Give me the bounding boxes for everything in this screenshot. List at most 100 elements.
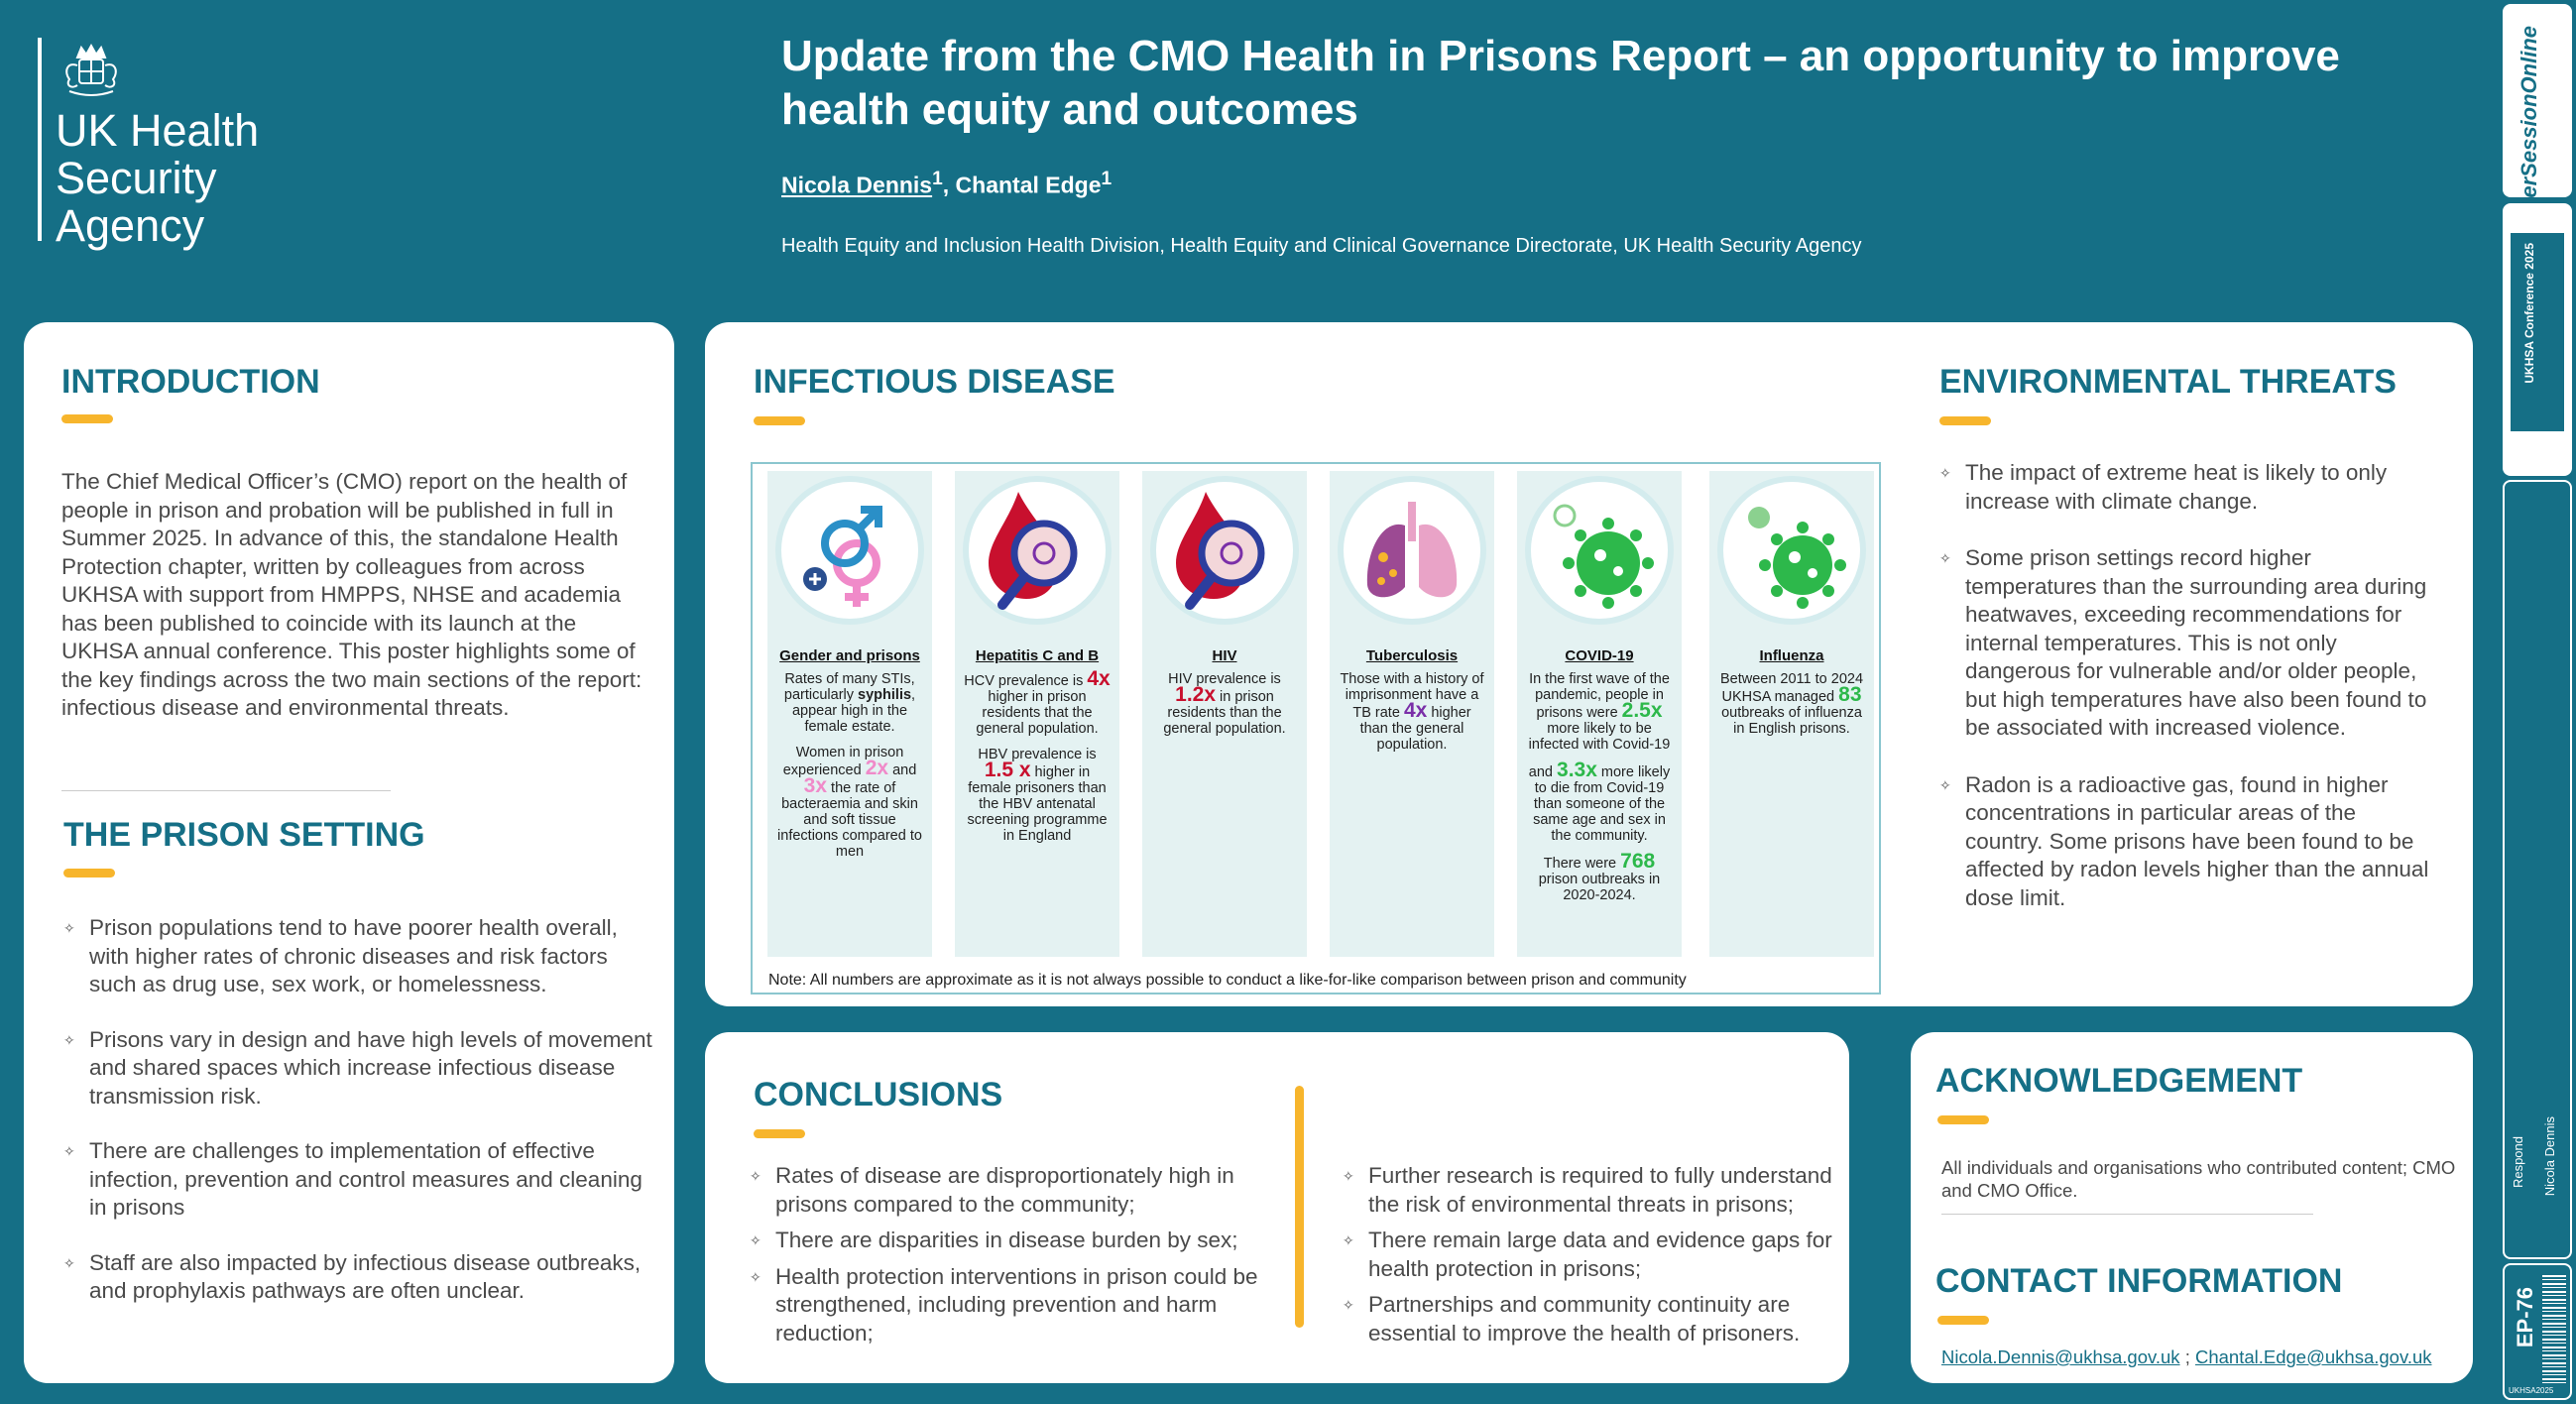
- stat-value: 1.2x: [1175, 683, 1217, 706]
- list-item: Staff are also impacted by infectious di…: [63, 1249, 658, 1306]
- poster-code: EP-76: [2513, 1287, 2537, 1348]
- icon-circle: [1717, 476, 1866, 625]
- ukhsa-logo-text: UK Health Security Agency: [56, 107, 259, 250]
- text-span: higher than the general population.: [1359, 705, 1471, 753]
- heading-underline: [1937, 1115, 1989, 1124]
- text-span: HBV prevalence is: [978, 747, 1097, 762]
- text-span: more likely to die from Covid-19 than so…: [1533, 764, 1671, 844]
- coronavirus-icon: [1553, 504, 1654, 609]
- text-span: HCV prevalence is: [964, 673, 1088, 689]
- text-span: and: [1528, 764, 1558, 780]
- heading-underline: [1937, 1316, 1989, 1325]
- highlight-text: syphilis: [858, 687, 912, 703]
- stat-value: 1.5 x: [984, 759, 1031, 781]
- card-hiv: HIV HIV prevalence is 1.2x in prison res…: [1142, 471, 1307, 957]
- card-influenza: Influenza Between 2011 to 2024 UKHSA man…: [1709, 471, 1874, 957]
- card-text: and 3.3x more likely to die from Covid-1…: [1525, 759, 1674, 844]
- card-title: HIV: [1212, 647, 1237, 664]
- card-body: Those with a history of imprisonment hav…: [1338, 671, 1486, 762]
- card-text: HBV prevalence is 1.5 x higher in female…: [963, 747, 1112, 844]
- acknowledgement-text: All individuals and organisations who co…: [1941, 1157, 2456, 1201]
- influenza-virus-icon: [1748, 507, 1846, 609]
- text-span: Between 2011 to 2024 UKHSA managed: [1719, 671, 1864, 705]
- conference-thumbnail[interactable]: UKHSA Conference 2025: [2503, 203, 2572, 476]
- list-item: Prison populations tend to have poorer h…: [63, 914, 658, 999]
- environmental-threats-heading: ENVIRONMENTAL THREATS: [1939, 363, 2397, 401]
- heading-underline: [63, 869, 115, 878]
- list-item: Radon is a radioactive gas, found in hig…: [1939, 771, 2435, 913]
- author-line: Nicola Dennis1, Chantal Edge1: [781, 169, 1112, 199]
- card-text: HCV prevalence is 4x higher in prison re…: [963, 668, 1112, 737]
- text-span: In the first wave of the pandemic, peopl…: [1529, 671, 1670, 721]
- poster-session-logo[interactable]: PosterSessionOnline: [2503, 4, 2572, 245]
- logo-line: UK Health: [56, 105, 260, 156]
- section-divider: [61, 790, 391, 791]
- contact-heading: CONTACT INFORMATION: [1935, 1262, 2343, 1300]
- prison-setting-heading: THE PRISON SETTING: [63, 816, 425, 854]
- poster-title: Update from the CMO Health in Prisons Re…: [781, 32, 2340, 134]
- text-span: and: [888, 762, 917, 778]
- respond-label[interactable]: Respond: [2511, 1136, 2525, 1189]
- stat-value: 768: [1620, 850, 1656, 873]
- list-item: There are challenges to implementation o…: [63, 1137, 658, 1223]
- card-text: HIV prevalence is 1.2x in prison residen…: [1150, 671, 1299, 737]
- stat-value: 2x: [865, 757, 889, 779]
- card-hepatitis: Hepatitis C and B HCV prevalence is 4x h…: [955, 471, 1119, 957]
- blood-drop-virus-magnifier-icon: [989, 492, 1078, 610]
- stat-value: 83: [1838, 683, 1862, 706]
- acknowledgement-panel: [1911, 1032, 2473, 1383]
- affil-sup: 1: [932, 169, 943, 189]
- conference-label: UKHSA Conference 2025: [2522, 243, 2536, 384]
- text-span: HIV prevalence is: [1168, 671, 1281, 687]
- stat-value: 2.5x: [1621, 699, 1663, 722]
- text-span: , appear high in the female estate.: [791, 687, 916, 735]
- card-body: Between 2011 to 2024 UKHSA managed 83 ou…: [1717, 671, 1866, 747]
- card-text: Those with a history of imprisonment hav…: [1338, 671, 1486, 753]
- text-span: more likely to be infected with Covid-19: [1528, 721, 1671, 753]
- introduction-text: The Chief Medical Officer’s (CMO) report…: [61, 469, 643, 720]
- footer-code: UKHSA2025: [2509, 1386, 2554, 1395]
- icon-circle: [775, 476, 924, 625]
- list-item: Prisons vary in design and have high lev…: [63, 1026, 658, 1112]
- card-tuberculosis: Tuberculosis Those with a history of imp…: [1330, 471, 1494, 957]
- conclusions-heading: CONCLUSIONS: [754, 1076, 1003, 1113]
- icon-circle: [1525, 476, 1674, 625]
- affiliation: Health Equity and Inclusion Health Divis…: [781, 235, 1862, 257]
- logo-line: Agency: [56, 200, 205, 251]
- card-text: Women in prison experienced 2x and 3x th…: [775, 745, 924, 860]
- text-span: higher in prison residents that the gene…: [976, 689, 1099, 737]
- side-info-panel: Respond Nicola Dennis: [2503, 480, 2572, 1259]
- infectious-disease-heading: INFECTIOUS DISEASE: [754, 363, 1115, 401]
- email-link[interactable]: Chantal.Edge@ukhsa.gov.uk: [2194, 1346, 2432, 1367]
- conclusions-list-right: Further research is required to fully un…: [1343, 1162, 1838, 1347]
- stat-value: 4x: [1403, 699, 1428, 722]
- email-link[interactable]: Nicola.Dennis@ukhsa.gov.uk: [1941, 1346, 2180, 1367]
- card-gender: Gender and prisons Rates of many STIs, p…: [767, 471, 932, 957]
- stat-value: 3x: [803, 774, 828, 797]
- list-item: Some prison settings record higher tempe…: [1939, 544, 2435, 743]
- royal-crest-icon: [65, 43, 117, 96]
- stat-value: 4x: [1087, 667, 1111, 690]
- list-item: The impact of extreme heat is likely to …: [1939, 459, 2435, 516]
- author-link[interactable]: Nicola Dennis: [781, 172, 933, 198]
- thumbnail-bg: [2511, 233, 2564, 431]
- author-name: , Chantal Edge: [942, 172, 1102, 198]
- card-text: Rates of many STIs, particularly syphili…: [775, 671, 924, 735]
- card-title: Gender and prisons: [779, 647, 920, 664]
- acknowledgement-heading: ACKNOWLEDGEMENT: [1935, 1062, 2303, 1100]
- card-body: HCV prevalence is 4x higher in prison re…: [963, 668, 1112, 854]
- list-item: Health protection interventions in priso…: [750, 1263, 1275, 1348]
- list-item: Further research is required to fully un…: [1343, 1162, 1838, 1219]
- heading-underline: [1939, 416, 1991, 425]
- heading-underline: [754, 416, 805, 425]
- lungs-icon: [1366, 502, 1458, 598]
- introduction-heading: INTRODUCTION: [61, 363, 320, 401]
- list-item: There remain large data and evidence gap…: [1343, 1227, 1838, 1283]
- stat-value: 3.3x: [1557, 759, 1597, 781]
- section-divider: [1941, 1214, 2313, 1215]
- text-span: the rate of bacteraemia and skin and sof…: [777, 780, 922, 860]
- presenter-label: Nicola Dennis: [2542, 1116, 2557, 1197]
- affil-sup: 1: [1101, 169, 1112, 189]
- icon-circle: [1150, 476, 1299, 625]
- poster-code-box: EP-76 UKHSA2025: [2503, 1263, 2572, 1400]
